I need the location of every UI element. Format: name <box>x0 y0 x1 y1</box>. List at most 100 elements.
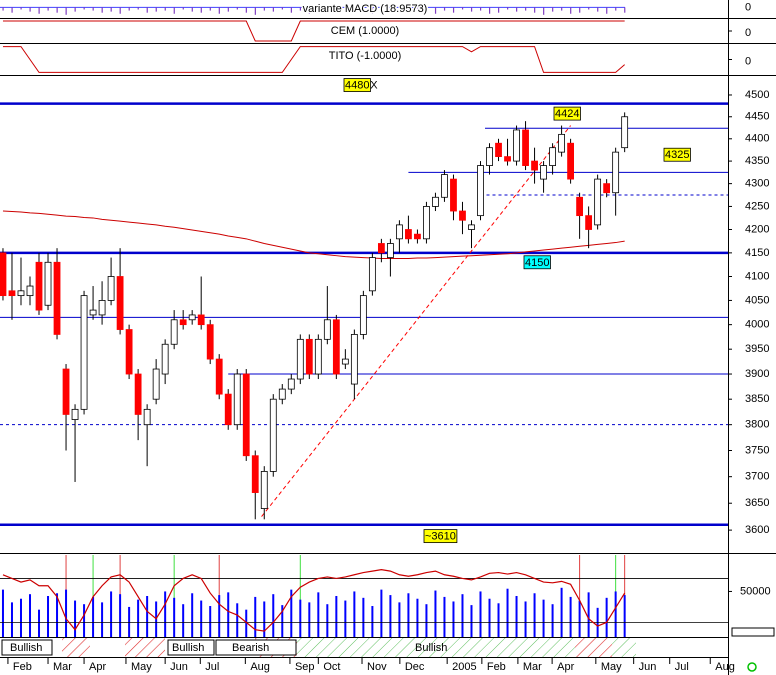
candle-body <box>396 224 403 240</box>
y-tick-label: 4000 <box>745 319 769 331</box>
level-label: 4150 <box>525 257 549 269</box>
candle-body <box>278 388 286 400</box>
bullish-zone <box>612 638 636 657</box>
regime-box <box>167 639 215 656</box>
bar <box>588 7 590 10</box>
y-tick-label: 4100 <box>745 270 769 282</box>
bar <box>597 7 599 12</box>
x-tick-label: Feb <box>13 661 32 673</box>
candle-body <box>459 210 466 221</box>
bar <box>128 7 130 11</box>
volume-bar <box>335 596 338 637</box>
candle-body <box>287 378 295 390</box>
y-tick-label: 3800 <box>745 419 769 431</box>
bar <box>218 7 220 14</box>
bar <box>254 7 256 15</box>
candle-body <box>477 165 484 217</box>
candle-body <box>251 455 259 493</box>
volume-bar <box>290 589 293 637</box>
volume-bar <box>380 589 383 637</box>
candle-body <box>450 178 457 212</box>
y-tick-label: 4500 <box>745 89 769 101</box>
bar <box>380 7 383 10</box>
x-tick-label: Apr <box>89 661 106 673</box>
candle-body <box>305 338 313 375</box>
y-tick-label: 0 <box>745 55 751 67</box>
volume-bar <box>524 601 527 637</box>
volume-bar <box>506 588 509 637</box>
bar <box>308 7 311 14</box>
bar <box>425 7 428 12</box>
candle-body <box>585 215 593 230</box>
bar <box>561 7 563 11</box>
x-tick-label: 2005 <box>452 661 476 673</box>
volume-bar <box>398 602 401 637</box>
volume-bar <box>317 592 320 637</box>
bar <box>317 7 320 12</box>
candle-body <box>350 334 358 385</box>
bar <box>479 7 482 11</box>
bar <box>516 7 518 12</box>
bar <box>389 7 392 12</box>
candle-body <box>107 276 115 301</box>
volume-bar <box>533 593 536 637</box>
y-tick-label: 4400 <box>745 133 769 145</box>
bar <box>299 7 301 11</box>
candle-body <box>125 329 133 375</box>
y-tick-label: 3850 <box>745 393 769 405</box>
volume-bar <box>245 609 248 637</box>
volume-bar <box>515 596 518 637</box>
bar <box>416 7 419 10</box>
candle-body <box>269 398 277 472</box>
bar <box>65 7 67 15</box>
volume-bar <box>416 598 419 637</box>
volume-bar <box>488 598 491 637</box>
candle-body <box>206 324 214 360</box>
volume-bar <box>146 596 149 637</box>
bar <box>236 7 238 10</box>
bar <box>344 7 347 13</box>
candle-body <box>179 319 187 326</box>
y-tick-label: 4450 <box>745 111 769 123</box>
regime-box <box>1 639 53 656</box>
bearish-zone <box>62 638 90 657</box>
bar <box>119 7 121 14</box>
bar <box>146 7 148 13</box>
bar <box>525 7 527 11</box>
x-tick-label: Aug <box>250 661 270 673</box>
y-tick-label: 3750 <box>745 444 769 456</box>
bar <box>489 7 491 14</box>
regime-box <box>215 639 297 656</box>
volume-bar <box>326 604 329 637</box>
volume-bar <box>29 594 32 637</box>
bar <box>137 7 139 10</box>
volume-bar <box>560 587 563 637</box>
bar <box>263 7 265 11</box>
bearish-zone <box>125 638 165 657</box>
candle-body <box>233 373 241 426</box>
bar <box>74 7 76 12</box>
volume-bar <box>497 603 500 637</box>
candle-body <box>242 373 250 457</box>
volume-bar <box>479 591 482 637</box>
bar <box>498 7 500 13</box>
bar <box>245 7 247 13</box>
y-tick-label: 0 <box>745 27 751 39</box>
candle-body <box>414 233 421 240</box>
candle-body <box>576 196 584 217</box>
candle-body <box>567 142 574 180</box>
candle-body <box>80 295 88 410</box>
bar <box>326 7 329 10</box>
candle-body <box>341 358 349 365</box>
bar <box>579 7 581 13</box>
bar <box>209 7 211 11</box>
volume-bar <box>47 596 50 637</box>
candle-body <box>8 290 16 297</box>
panel-title: variante MACD (18.9573) <box>303 3 428 15</box>
volume-bar <box>56 593 59 637</box>
indicator-line <box>2 46 625 73</box>
level-label-box <box>663 147 691 162</box>
regime-label: Bullish <box>415 642 447 654</box>
x-tick-label: Mar <box>523 661 542 673</box>
